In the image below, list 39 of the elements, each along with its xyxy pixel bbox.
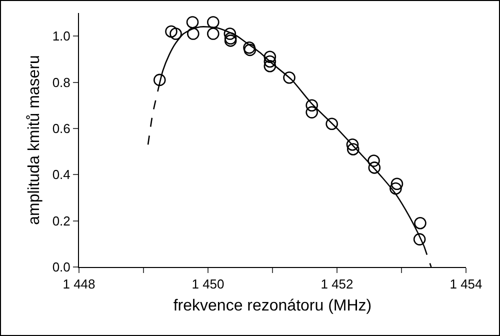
point [224, 34, 237, 47]
x-tick-label: 1 452 [320, 276, 354, 292]
point [207, 16, 220, 28]
point [368, 162, 381, 174]
point [413, 233, 426, 246]
point [390, 182, 402, 195]
point [153, 74, 166, 86]
y-axis-title: amplituda kmitů maseru [26, 55, 44, 225]
y-tick-label: 0.2 [52, 213, 70, 228]
x-tick-label: 1 454 [450, 276, 482, 292]
point [170, 28, 182, 40]
point [187, 28, 200, 40]
point [390, 178, 404, 190]
point [243, 41, 256, 54]
point [165, 25, 178, 38]
point [264, 50, 276, 64]
x-axis-title: frekvence rezonátoru (MHz) [173, 297, 372, 314]
point [414, 216, 426, 230]
point [283, 72, 296, 84]
y-tick-label: 0.8 [52, 74, 70, 90]
point [186, 16, 199, 28]
x-tick-label: 1 448 [62, 276, 96, 292]
y-tick-label: 1.0 [52, 28, 70, 44]
x-tick-label: 1 450 [192, 276, 224, 292]
point [346, 143, 360, 156]
point [207, 28, 220, 40]
point [306, 106, 318, 118]
y-tick-label: 0.0 [52, 260, 70, 275]
point [264, 60, 276, 72]
point [368, 154, 380, 167]
y-tick-label: 0.6 [52, 121, 70, 136]
point [346, 138, 359, 151]
y-tick-label: 0.4 [52, 167, 70, 182]
point [326, 118, 338, 130]
point [244, 44, 256, 56]
point [306, 99, 318, 112]
point [224, 28, 236, 40]
point [224, 32, 237, 45]
point [264, 55, 276, 68]
